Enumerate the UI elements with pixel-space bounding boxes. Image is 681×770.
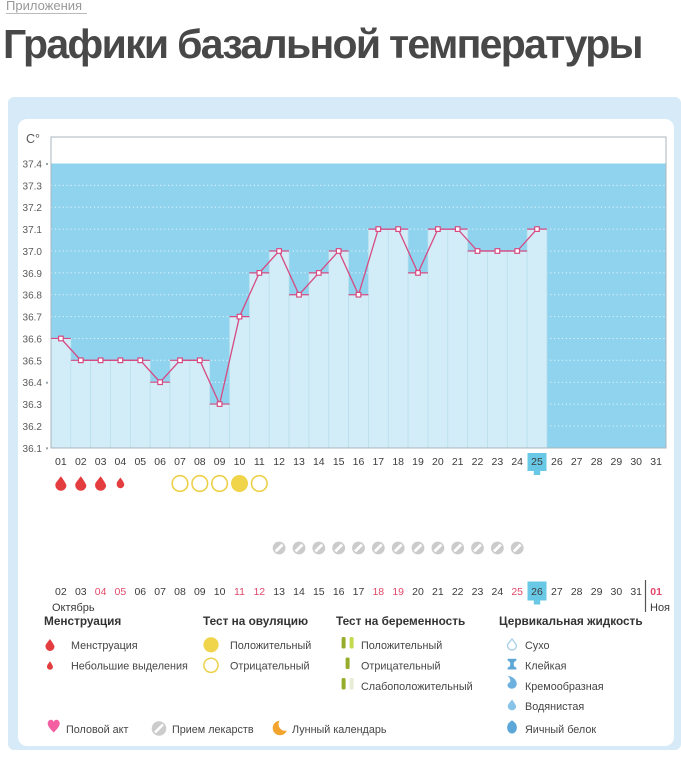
svg-text:28: 28	[591, 456, 603, 468]
svg-text:29: 29	[611, 456, 623, 468]
svg-text:37.0: 37.0	[23, 247, 43, 258]
svg-text:15: 15	[313, 586, 325, 598]
svg-text:28: 28	[571, 586, 583, 598]
svg-text:22: 22	[472, 456, 484, 468]
svg-text:10: 10	[214, 586, 226, 598]
svg-text:31: 31	[650, 456, 662, 468]
svg-text:24: 24	[511, 456, 523, 468]
svg-text:20: 20	[412, 586, 424, 598]
svg-text:27: 27	[551, 586, 563, 598]
svg-text:30: 30	[630, 456, 642, 468]
svg-text:Яичный белок: Яичный белок	[525, 724, 596, 736]
svg-text:13: 13	[273, 586, 285, 598]
svg-text:21: 21	[452, 456, 464, 468]
svg-text:Отрицательный: Отрицательный	[361, 661, 440, 673]
svg-text:04: 04	[115, 456, 127, 468]
svg-text:19: 19	[412, 456, 424, 468]
svg-text:02: 02	[55, 586, 67, 598]
svg-text:36.7: 36.7	[23, 313, 43, 324]
svg-text:36.2: 36.2	[23, 422, 43, 433]
svg-text:11: 11	[234, 586, 245, 598]
svg-text:36.6: 36.6	[23, 335, 43, 346]
svg-text:27: 27	[571, 456, 583, 468]
svg-text:Сухо: Сухо	[525, 640, 549, 652]
svg-text:21: 21	[432, 586, 444, 598]
svg-text:16: 16	[353, 456, 365, 468]
svg-text:Цервикальная жидкость: Цервикальная жидкость	[499, 614, 643, 628]
svg-text:07: 07	[174, 456, 186, 468]
svg-text:24: 24	[492, 586, 504, 598]
svg-text:18: 18	[392, 456, 404, 468]
svg-text:11: 11	[254, 456, 265, 468]
svg-text:06: 06	[154, 456, 166, 468]
svg-text:01: 01	[650, 586, 662, 598]
svg-text:25: 25	[511, 586, 523, 598]
svg-text:Менструация: Менструация	[44, 614, 121, 628]
svg-text:01: 01	[55, 456, 67, 468]
svg-text:18: 18	[372, 586, 384, 598]
svg-text:Отрицательный: Отрицательный	[230, 661, 309, 673]
svg-text:10: 10	[234, 456, 246, 468]
svg-text:12: 12	[253, 586, 265, 598]
svg-text:36.1: 36.1	[23, 444, 43, 455]
svg-text:Кремообразная: Кремообразная	[525, 681, 604, 693]
svg-text:12: 12	[273, 456, 285, 468]
svg-text:05: 05	[115, 586, 127, 598]
svg-text:13: 13	[293, 456, 305, 468]
svg-text:14: 14	[293, 586, 305, 598]
svg-text:26: 26	[531, 586, 543, 598]
svg-text:15: 15	[333, 456, 345, 468]
svg-text:06: 06	[134, 586, 146, 598]
svg-text:23: 23	[472, 586, 484, 598]
svg-text:37.2: 37.2	[23, 203, 43, 214]
svg-text:36.9: 36.9	[23, 269, 43, 280]
svg-text:Водянистая: Водянистая	[525, 701, 584, 713]
svg-text:09: 09	[214, 456, 226, 468]
svg-text:07: 07	[154, 586, 166, 598]
svg-text:08: 08	[194, 456, 206, 468]
svg-text:20: 20	[432, 456, 444, 468]
svg-text:17: 17	[372, 456, 384, 468]
svg-text:37.3: 37.3	[23, 181, 43, 192]
svg-text:Ноя: Ноя	[650, 602, 670, 614]
svg-text:29: 29	[591, 586, 603, 598]
svg-text:Тест на беременность: Тест на беременность	[336, 614, 465, 628]
svg-text:23: 23	[492, 456, 504, 468]
svg-text:C°: C°	[26, 132, 40, 146]
svg-text:16: 16	[333, 586, 345, 598]
svg-text:08: 08	[174, 586, 186, 598]
svg-text:36.3: 36.3	[23, 400, 43, 411]
svg-text:14: 14	[313, 456, 325, 468]
svg-text:Прием лекарств: Прием лекарств	[172, 724, 254, 736]
svg-text:Лунный календарь: Лунный календарь	[292, 724, 387, 736]
svg-text:Слабоположительный: Слабоположительный	[361, 681, 473, 693]
svg-text:02: 02	[75, 456, 87, 468]
svg-text:17: 17	[353, 586, 365, 598]
svg-text:03: 03	[95, 456, 107, 468]
svg-text:36.4: 36.4	[23, 378, 43, 389]
svg-text:26: 26	[551, 456, 563, 468]
svg-text:Положительный: Положительный	[230, 640, 311, 652]
svg-text:Положительный: Положительный	[361, 640, 442, 652]
svg-text:22: 22	[452, 586, 464, 598]
svg-text:09: 09	[194, 586, 206, 598]
svg-text:Клейкая: Клейкая	[525, 661, 567, 673]
svg-text:37.4: 37.4	[23, 160, 43, 171]
svg-text:37.1: 37.1	[23, 225, 43, 236]
svg-text:30: 30	[611, 586, 623, 598]
svg-text:Октябрь: Октябрь	[52, 602, 95, 614]
svg-text:Тест на овуляцию: Тест на овуляцию	[203, 614, 308, 628]
svg-text:03: 03	[75, 586, 87, 598]
svg-text:36.8: 36.8	[23, 291, 43, 302]
svg-text:25: 25	[531, 456, 543, 468]
svg-text:05: 05	[134, 456, 146, 468]
svg-text:Половой акт: Половой акт	[66, 724, 128, 736]
svg-text:31: 31	[630, 586, 642, 598]
svg-text:Менструация: Менструация	[71, 640, 138, 652]
svg-text:36.5: 36.5	[23, 356, 43, 367]
svg-text:04: 04	[95, 586, 107, 598]
svg-text:19: 19	[392, 586, 404, 598]
svg-text:Небольшие выделения: Небольшие выделения	[71, 661, 188, 673]
